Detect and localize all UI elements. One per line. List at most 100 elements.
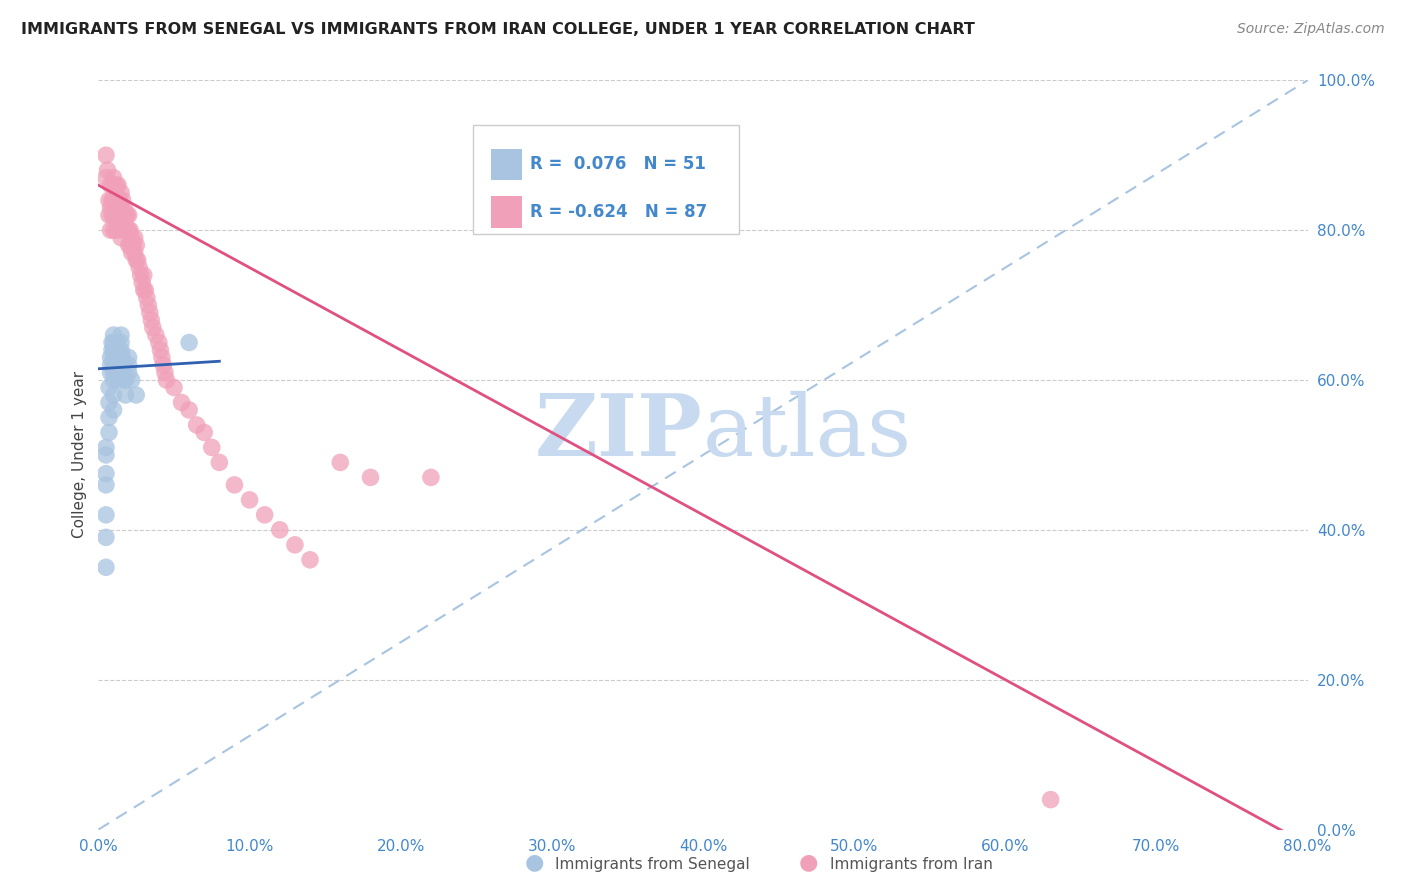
Point: [105, 343, 128, 357]
Point: [239, 492, 262, 507]
Point: [105, 223, 128, 237]
Point: [94, 560, 117, 574]
Point: [105, 351, 128, 365]
Point: [135, 291, 157, 305]
Point: [170, 395, 193, 409]
Point: [179, 335, 201, 350]
Point: [112, 216, 135, 230]
Point: [1039, 792, 1062, 806]
Point: [98, 395, 121, 409]
Point: [115, 208, 138, 222]
Point: [98, 425, 121, 440]
Point: [101, 335, 124, 350]
Point: [105, 358, 128, 372]
Point: [103, 351, 125, 365]
Point: [108, 208, 131, 222]
Text: Source: ZipAtlas.com: Source: ZipAtlas.com: [1237, 22, 1385, 37]
Point: [94, 148, 117, 162]
Point: [118, 351, 141, 365]
Point: [103, 170, 125, 185]
Point: [114, 223, 136, 237]
Point: [107, 178, 129, 193]
Point: [110, 186, 132, 200]
Point: [121, 245, 143, 260]
Point: [110, 335, 132, 350]
Point: [103, 373, 125, 387]
Text: Immigrants from Iran: Immigrants from Iran: [830, 857, 993, 872]
Point: [224, 478, 246, 492]
Point: [110, 343, 132, 357]
Point: [98, 193, 121, 207]
Point: [121, 230, 143, 244]
Point: [111, 366, 134, 380]
Point: [148, 335, 170, 350]
Point: [299, 553, 322, 567]
Point: [103, 403, 125, 417]
Point: [107, 193, 129, 207]
Point: [107, 358, 129, 372]
Point: [284, 538, 307, 552]
Point: [94, 508, 117, 522]
Point: [118, 366, 141, 380]
Point: [142, 320, 165, 334]
Point: [208, 455, 231, 469]
Point: [107, 208, 129, 222]
Point: [111, 208, 134, 222]
Point: [105, 208, 128, 222]
Point: [163, 380, 186, 394]
Point: [118, 238, 141, 252]
Point: [110, 366, 132, 380]
Point: [120, 223, 142, 237]
Point: [104, 193, 127, 207]
Point: [100, 178, 122, 193]
Point: [145, 328, 167, 343]
Point: [103, 223, 125, 237]
Point: [114, 208, 136, 222]
Point: [101, 343, 124, 357]
Point: [101, 208, 124, 222]
Point: [100, 366, 122, 380]
Point: [112, 373, 135, 387]
Point: [103, 335, 125, 350]
Text: IMMIGRANTS FROM SENEGAL VS IMMIGRANTS FROM IRAN COLLEGE, UNDER 1 YEAR CORRELATIO: IMMIGRANTS FROM SENEGAL VS IMMIGRANTS FR…: [21, 22, 974, 37]
Point: [155, 373, 177, 387]
Point: [105, 178, 128, 193]
Point: [110, 201, 132, 215]
Bar: [492, 149, 522, 180]
Point: [125, 388, 148, 402]
Point: [114, 373, 136, 387]
Point: [329, 455, 352, 469]
Point: [98, 208, 121, 222]
Point: [201, 441, 224, 455]
Point: [100, 201, 122, 215]
Point: [129, 268, 152, 282]
Point: [94, 170, 117, 185]
Point: [110, 358, 132, 372]
Point: [110, 216, 132, 230]
Point: [111, 351, 134, 365]
Text: ●: ●: [799, 853, 818, 872]
Point: [94, 530, 117, 544]
Point: [139, 305, 162, 319]
Point: [108, 193, 131, 207]
Point: [103, 388, 125, 402]
Point: [111, 193, 134, 207]
Text: R = -0.624   N = 87: R = -0.624 N = 87: [530, 202, 707, 221]
Point: [94, 467, 117, 481]
Point: [253, 508, 276, 522]
Point: [111, 223, 134, 237]
Text: R =  0.076   N = 51: R = 0.076 N = 51: [530, 155, 706, 173]
Point: [112, 201, 135, 215]
Point: [141, 313, 163, 327]
Point: [120, 238, 142, 252]
Point: [125, 238, 148, 252]
Point: [107, 343, 129, 357]
Point: [131, 276, 153, 290]
Point: [121, 373, 143, 387]
Point: [111, 358, 134, 372]
Point: [103, 366, 125, 380]
Point: [132, 268, 155, 282]
Point: [110, 328, 132, 343]
Text: ZIP: ZIP: [536, 391, 703, 475]
Text: Immigrants from Senegal: Immigrants from Senegal: [555, 857, 751, 872]
